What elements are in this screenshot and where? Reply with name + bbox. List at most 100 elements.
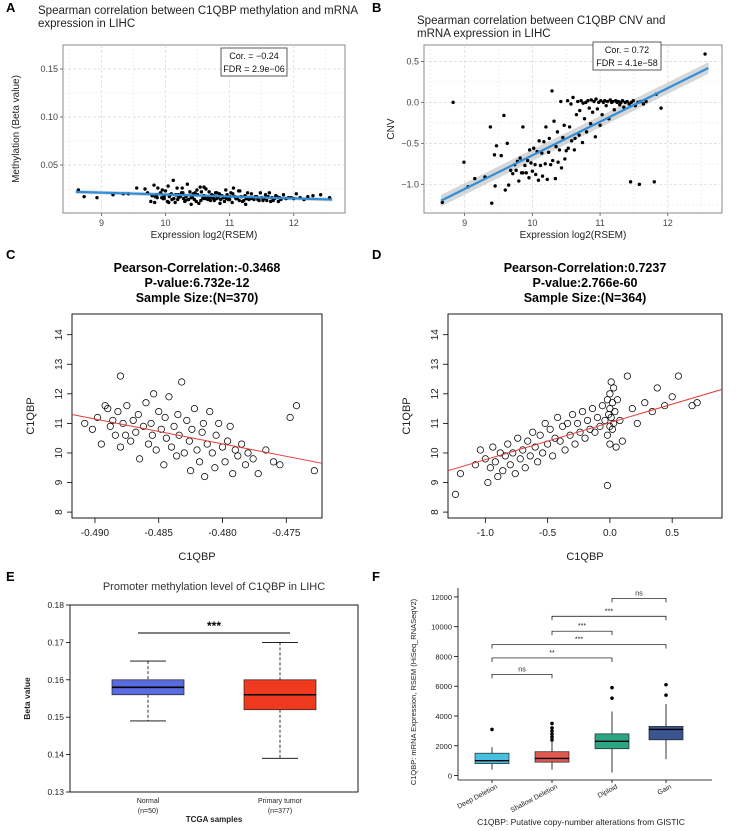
y-tick-label: 9	[430, 479, 441, 485]
data-point	[548, 162, 553, 167]
annotation-box	[592, 41, 662, 71]
data-point	[603, 481, 611, 490]
data-point	[258, 191, 263, 195]
data-point	[529, 161, 533, 165]
data-point	[502, 113, 506, 118]
chart-title-line: Sample Size:(N=370)	[136, 291, 259, 305]
data-point	[119, 419, 127, 427]
x-tick-label: 10	[161, 218, 171, 228]
y-tick-label: 0.10	[40, 112, 58, 122]
data-point	[109, 416, 117, 425]
y-tick-label: 10	[430, 447, 441, 459]
data-point	[268, 199, 273, 204]
data-point	[310, 467, 318, 475]
data-point	[175, 186, 179, 190]
y-tick-label: 0.17	[47, 637, 64, 647]
data-point	[579, 99, 583, 103]
data-point	[590, 110, 595, 114]
y-tick-label: 14	[54, 329, 65, 341]
data-point	[201, 196, 205, 201]
chart-c: Pearson-Correlation:-0.3468P-value:6.732…	[25, 261, 323, 563]
bracket-line	[551, 615, 667, 621]
data-point	[652, 180, 656, 184]
fit-line	[75, 190, 333, 201]
y-tick-label: 12000	[431, 593, 452, 602]
y-tick-label: 14	[430, 329, 441, 341]
comparison-bracket: **	[491, 650, 613, 662]
data-point	[594, 97, 598, 101]
x-tick-label: Deep Deletion	[456, 784, 499, 811]
data-point	[476, 446, 484, 454]
data-point	[604, 103, 608, 108]
bracket-line	[491, 644, 667, 649]
data-point	[499, 467, 507, 475]
data-point	[178, 378, 186, 386]
x-tick-label: Diploid	[597, 784, 619, 800]
data-point	[610, 384, 618, 392]
data-point	[484, 478, 492, 487]
data-point	[588, 405, 597, 413]
data-point	[622, 105, 626, 109]
x-axis-label: Expression log2(RSEM)	[151, 230, 258, 241]
significance-label: ***	[207, 619, 221, 633]
x-tick-label: Gain	[657, 784, 673, 797]
data-point	[165, 393, 173, 401]
data-point	[127, 437, 135, 445]
data-point	[532, 146, 536, 150]
data-point	[668, 393, 676, 401]
data-point	[227, 197, 232, 202]
y-tick-label: 13	[54, 358, 65, 370]
data-point	[148, 431, 156, 439]
annotation-cor: Cor. = −0.24	[229, 51, 279, 61]
data-point	[188, 425, 196, 433]
data-point	[574, 112, 579, 117]
data-point	[82, 194, 86, 199]
x-tick-label: -1.0	[477, 528, 495, 539]
y-tick-label: 0.14	[47, 750, 64, 760]
data-point	[226, 422, 234, 430]
data-point	[76, 188, 81, 192]
data-point	[451, 490, 460, 498]
data-point	[93, 413, 102, 422]
data-point	[541, 419, 549, 427]
y-tick-label: 2000	[435, 742, 452, 751]
data-point	[573, 136, 577, 141]
data-point	[208, 449, 216, 457]
data-point	[88, 425, 96, 433]
data-point	[527, 148, 532, 152]
data-point	[572, 148, 577, 152]
outlier-point	[550, 729, 554, 733]
y-tick-label: 0.15	[40, 64, 58, 74]
data-point	[238, 440, 246, 448]
data-point	[569, 139, 574, 143]
data-point	[544, 125, 548, 129]
x-tick-label: Shallow Deletion	[510, 784, 559, 815]
x-tick-label: -0.490	[81, 528, 110, 539]
data-point	[577, 133, 581, 137]
data-point	[576, 99, 580, 104]
data-point	[526, 452, 534, 460]
data-point	[211, 464, 219, 472]
data-point	[187, 467, 195, 475]
data-point	[221, 458, 229, 466]
comparison-bracket: ***	[491, 637, 667, 649]
data-point	[511, 470, 519, 478]
data-point	[703, 52, 707, 56]
data-point	[197, 201, 201, 206]
data-point	[504, 440, 512, 448]
data-point	[599, 99, 603, 103]
data-point	[674, 372, 682, 380]
box-shallow-deletion	[534, 721, 570, 770]
data-point	[648, 407, 656, 416]
data-point	[135, 186, 139, 190]
data-point	[606, 440, 614, 448]
comparison-bracket: ns	[611, 590, 667, 603]
data-point	[491, 458, 499, 466]
data-point	[237, 198, 241, 203]
data-point	[174, 410, 182, 419]
x-tick-label: -0.480	[208, 528, 237, 539]
x-tick-label: 11	[595, 218, 604, 228]
data-point	[231, 192, 235, 196]
data-point	[521, 125, 525, 129]
